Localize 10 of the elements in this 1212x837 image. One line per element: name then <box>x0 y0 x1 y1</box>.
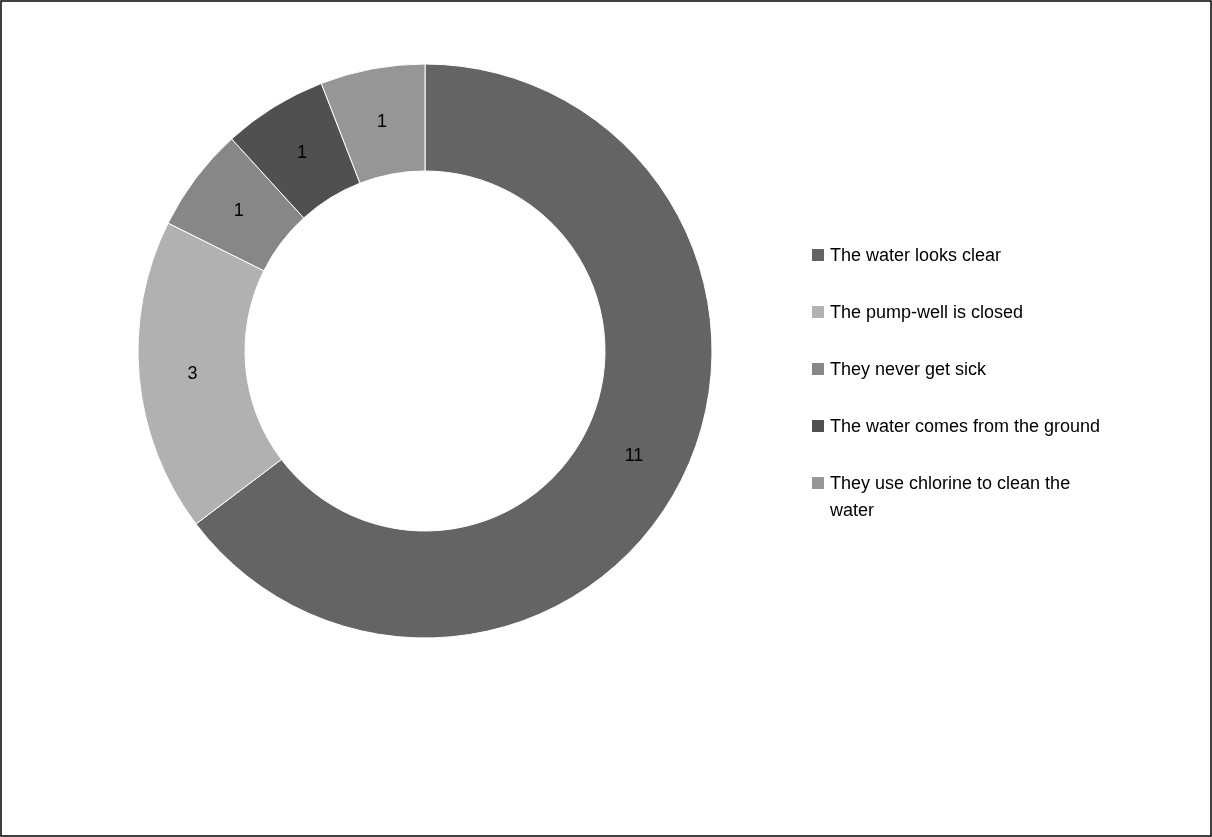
data-label: 1 <box>297 142 308 163</box>
data-label: 1 <box>377 111 388 132</box>
legend-label: The water looks clear <box>830 245 1002 265</box>
legend-label: The pump-well is closed <box>830 302 1024 322</box>
data-label: 11 <box>624 445 644 466</box>
legend-label: They use chlorine to clean the water <box>829 473 1071 520</box>
legend-label: The water comes from the ground <box>830 416 1101 436</box>
data-label: 3 <box>187 362 198 383</box>
legend-label: They never get sick <box>830 359 988 379</box>
data-label: 1 <box>233 200 244 221</box>
